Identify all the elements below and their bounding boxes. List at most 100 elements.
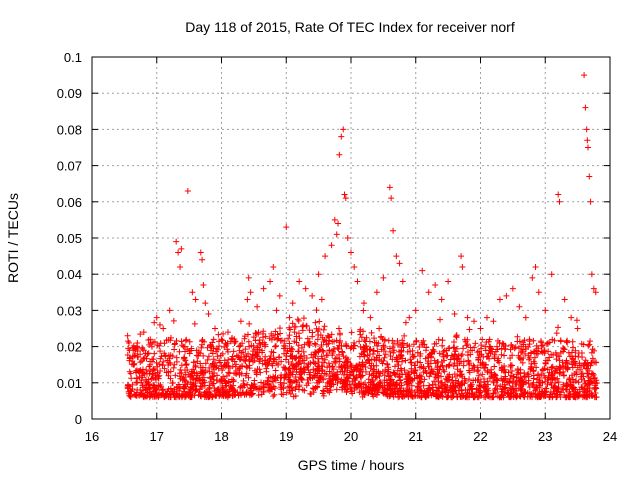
dense-data-point [293, 361, 300, 368]
dense-data-point [223, 373, 230, 380]
dense-data-point [345, 375, 352, 382]
dense-data-point [258, 391, 265, 398]
dense-data-point [213, 348, 220, 355]
dense-data-point [338, 364, 345, 371]
dense-data-point [299, 368, 306, 375]
dense-data-point [474, 368, 481, 375]
dense-data-point [281, 350, 288, 357]
axis-ticks: 16 17 18 19 20 21 22 23 24 0 0.01 0.02 0.03 0.04 0.05 0… [57, 50, 618, 444]
dense-data-point [477, 388, 484, 395]
dense-data-point [424, 392, 431, 399]
dense-data-point [251, 346, 258, 353]
data-point [561, 296, 568, 303]
dense-data-point [152, 372, 159, 379]
dense-data-point [396, 371, 403, 378]
dense-data-point [280, 391, 287, 398]
dense-data-point [207, 391, 214, 398]
dense-data-point [171, 346, 178, 353]
dense-data-point [268, 386, 275, 393]
dense-data-point [304, 335, 311, 342]
dense-data-point [312, 367, 319, 374]
dense-data-point [295, 342, 302, 349]
data-point [273, 307, 280, 314]
dense-data-point [532, 348, 539, 355]
dense-data-point [375, 370, 382, 377]
dense-data-point [351, 339, 358, 346]
dense-data-point [480, 376, 487, 383]
dense-data-point [541, 365, 548, 372]
dense-data-point [573, 317, 580, 324]
dense-data-point [451, 339, 458, 346]
dense-data-point [229, 363, 236, 370]
data-point [380, 274, 387, 281]
dense-data-point [179, 342, 186, 349]
dense-data-point [484, 385, 491, 392]
dense-data-point [414, 358, 421, 365]
dense-data-point [370, 351, 377, 358]
dense-data-point [237, 383, 244, 390]
dense-data-point [270, 349, 277, 356]
dense-data-point [176, 348, 183, 355]
dense-data-point [288, 360, 295, 367]
dense-data-point [548, 381, 555, 388]
dense-data-point [231, 370, 238, 377]
dense-data-point [298, 376, 305, 383]
dense-data-point [135, 354, 142, 361]
dense-data-point [442, 382, 449, 389]
dense-data-point [501, 381, 508, 388]
dense-data-point [290, 393, 297, 400]
dense-data-point [560, 346, 567, 353]
dense-data-point [430, 391, 437, 398]
dense-data-point [315, 348, 322, 355]
dense-data-point [553, 330, 560, 337]
dense-data-point [441, 368, 448, 375]
dense-data-point [507, 362, 514, 369]
dense-data-point [357, 331, 364, 338]
dense-data-point [278, 358, 285, 365]
data-point [477, 325, 484, 332]
x-tick-label: 16 [85, 429, 99, 444]
dense-data-point [225, 356, 232, 363]
dense-data-point [370, 380, 377, 387]
dense-data-point [491, 374, 498, 381]
data-point [267, 278, 274, 285]
dense-data-point [417, 350, 424, 357]
dense-data-point [183, 336, 190, 343]
dense-data-point [446, 345, 453, 352]
data-point [336, 151, 343, 158]
dense-data-point [536, 382, 543, 389]
dense-data-point [261, 343, 268, 350]
dense-data-point [401, 332, 408, 339]
data-point [328, 242, 335, 249]
dense-data-point [486, 375, 493, 382]
dense-data-point [319, 368, 326, 375]
dense-data-point [524, 371, 531, 378]
dense-data-point [299, 327, 306, 334]
dense-data-point [236, 343, 243, 350]
dense-data-point [320, 326, 327, 333]
dense-data-point [229, 392, 236, 399]
dense-data-point [178, 391, 185, 398]
dense-data-point [237, 384, 244, 391]
dense-data-point [483, 339, 490, 346]
dense-data-point [446, 376, 453, 383]
data-point [177, 263, 184, 270]
dense-data-point [381, 389, 388, 396]
dense-data-point [592, 380, 599, 387]
dense-data-point [138, 377, 145, 384]
dense-data-point [369, 378, 376, 385]
dense-data-point [292, 385, 299, 392]
dense-data-point [141, 392, 148, 399]
dense-data-point [494, 343, 501, 350]
dense-data-point [361, 353, 368, 360]
dense-data-point [301, 352, 308, 359]
dense-data-point [502, 384, 509, 391]
chart-title: Day 118 of 2015, Rate Of TEC Index for r… [185, 19, 515, 35]
dense-data-point [144, 389, 151, 396]
dense-data-point [343, 342, 350, 349]
data-point [202, 300, 209, 307]
dense-data-point [467, 351, 474, 358]
dense-data-point [456, 368, 463, 375]
dense-data-point [570, 355, 577, 362]
data-point [490, 318, 497, 325]
